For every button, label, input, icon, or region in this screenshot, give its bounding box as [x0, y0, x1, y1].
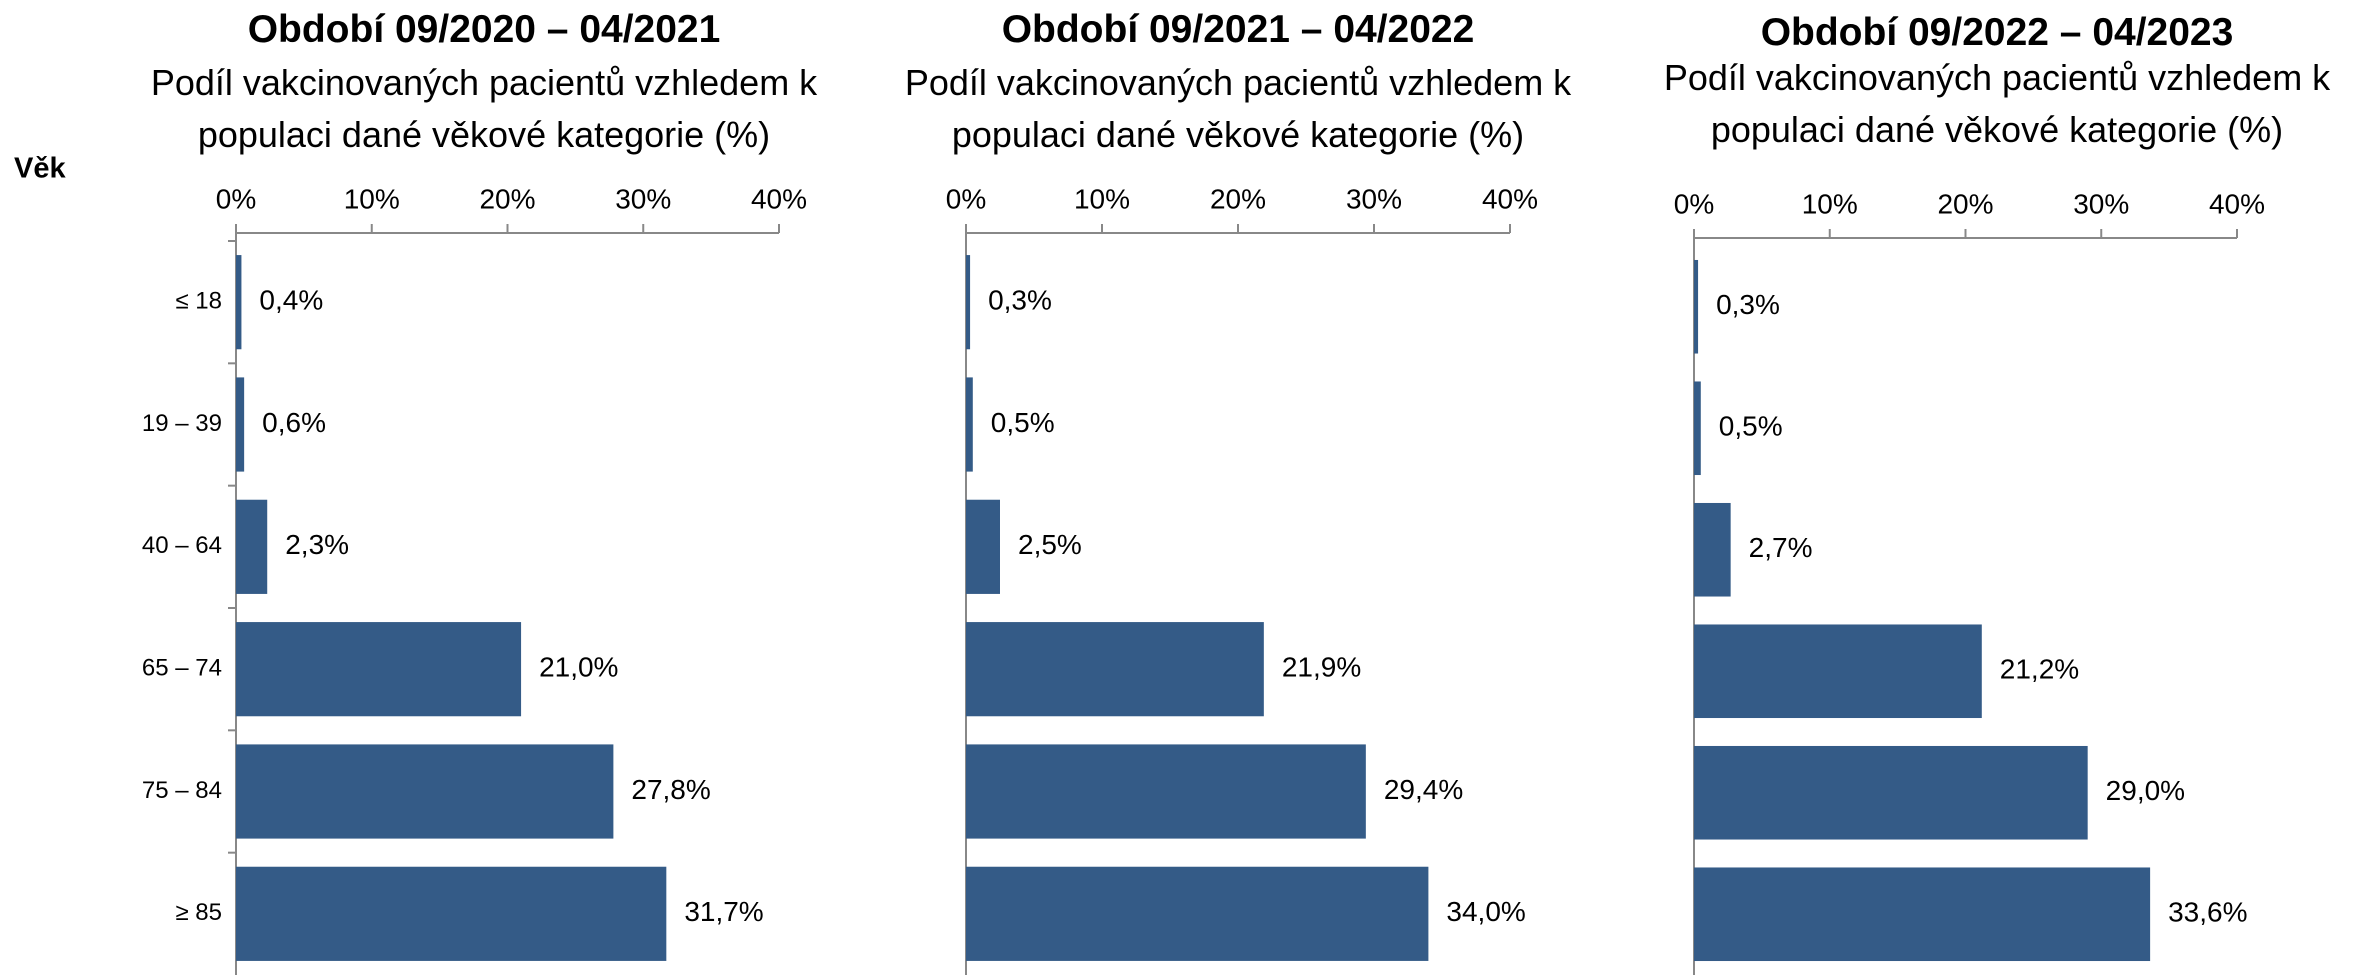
- x-tick-label: 10%: [1074, 183, 1130, 214]
- data-label: 21,9%: [1282, 652, 1361, 683]
- bar: [1694, 745, 2088, 840]
- data-label: 29,0%: [2106, 775, 2185, 806]
- data-label: 0,5%: [991, 407, 1055, 438]
- x-tick-label: 40%: [1482, 183, 1538, 214]
- x-tick-label: 40%: [751, 183, 807, 214]
- x-tick-label: 40%: [2209, 188, 2265, 219]
- bar: [236, 377, 245, 472]
- bar: [966, 866, 1429, 961]
- y-tick-label: ≥ 85: [175, 899, 222, 926]
- x-tick-label: 0%: [216, 183, 256, 214]
- y-tick-label: 40 – 64: [142, 532, 222, 559]
- x-tick-label: 20%: [1937, 188, 1993, 219]
- x-tick-label: 30%: [1346, 183, 1402, 214]
- bar: [236, 744, 614, 839]
- data-label: 2,3%: [285, 529, 349, 560]
- bar: [236, 866, 667, 961]
- y-tick-label: 19 – 39: [142, 410, 222, 437]
- chart-subtitle: Podíl vakcinovaných pacientů vzhledem k …: [1663, 57, 2331, 150]
- chart-subtitle: Podíl vakcinovaných pacientů vzhledem k …: [150, 62, 818, 155]
- bar: [1694, 502, 1731, 597]
- x-tick-label: 0%: [1674, 188, 1714, 219]
- data-label: 33,6%: [2168, 897, 2247, 928]
- data-label: 21,2%: [2000, 654, 2079, 685]
- bar: [966, 377, 973, 472]
- bar: [966, 744, 1366, 839]
- x-tick-label: 20%: [1210, 183, 1266, 214]
- chart-subtitle: Podíl vakcinovaných pacientů vzhledem k …: [904, 62, 1572, 155]
- bar: [236, 622, 522, 717]
- y-axis-label: Věk: [14, 153, 66, 185]
- bar: [236, 499, 268, 594]
- y-tick-label: 65 – 74: [142, 655, 222, 682]
- data-label: 0,4%: [259, 285, 323, 316]
- x-tick-label: 30%: [2073, 188, 2129, 219]
- chart-title: Období 09/2022 – 04/2023: [1760, 11, 2234, 54]
- data-label: 0,5%: [1719, 411, 1783, 442]
- data-label: 2,5%: [1018, 529, 1082, 560]
- x-tick-label: 20%: [479, 183, 535, 214]
- chart-title: Období 09/2020 – 04/2021: [247, 8, 721, 51]
- bar: [1694, 624, 1982, 719]
- data-label: 21,0%: [539, 652, 618, 683]
- bar: [966, 622, 1264, 717]
- data-label: 29,4%: [1384, 774, 1463, 805]
- data-label: 2,7%: [1749, 532, 1813, 563]
- x-tick-label: 0%: [946, 183, 986, 214]
- data-label: 0,3%: [988, 285, 1052, 316]
- data-label: 0,6%: [262, 407, 326, 438]
- data-label: 27,8%: [631, 774, 710, 805]
- bar: [1694, 867, 2151, 962]
- data-label: 34,0%: [1446, 896, 1525, 927]
- y-tick-label: 75 – 84: [142, 777, 222, 804]
- bar: [1694, 381, 1701, 476]
- data-label: 31,7%: [684, 896, 763, 927]
- bar: [966, 255, 971, 350]
- bar: [236, 255, 242, 350]
- x-tick-label: 10%: [1802, 188, 1858, 219]
- x-tick-label: 30%: [615, 183, 671, 214]
- data-label: 0,3%: [1716, 289, 1780, 320]
- y-tick-label: ≤ 18: [175, 288, 222, 315]
- chart-title: Období 09/2021 – 04/2022: [1001, 8, 1475, 51]
- x-tick-label: 10%: [344, 183, 400, 214]
- bar: [1694, 259, 1699, 354]
- bar: [966, 499, 1000, 594]
